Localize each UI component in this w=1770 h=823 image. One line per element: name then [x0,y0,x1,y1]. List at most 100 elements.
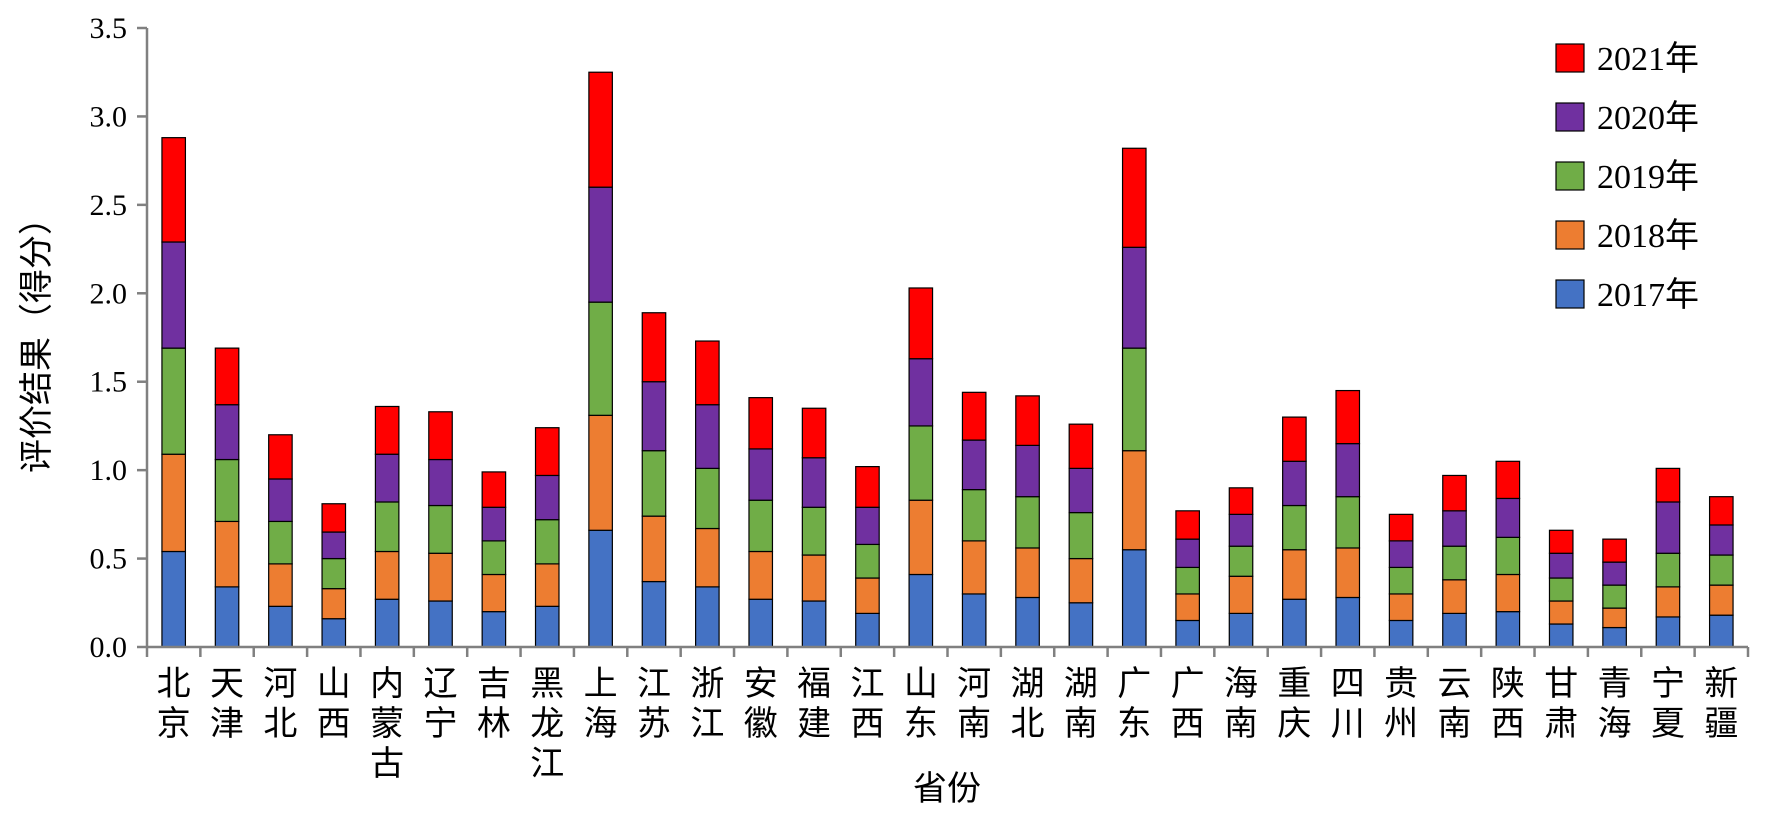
bar-segment [641,515,667,583]
bar-segment [1335,389,1361,445]
bar-segment [1442,474,1467,512]
category-label: 陕西 [1491,664,1525,744]
bar-segment [588,414,613,531]
bar-segment [588,186,613,303]
bar-segment [1708,614,1734,648]
bar-segment [1495,573,1521,613]
legend-swatch [1555,43,1585,73]
bar-segment [801,554,827,602]
category-label: 宁夏 [1651,664,1685,744]
bar-segment [268,478,293,523]
bar-segment [534,519,560,565]
bar-segment [374,501,400,553]
bar-segment [695,340,720,406]
bar-segment [855,612,880,648]
bar-segment [588,71,613,188]
bar-segment [1228,487,1254,515]
bar-segment [1388,513,1414,542]
bar-segment [374,550,400,600]
legend-swatch [1555,161,1585,191]
category-label: 湖南 [1064,664,1098,744]
category-label: 江西 [850,664,884,744]
bar-segment [1121,450,1147,551]
bar-segment [1655,501,1681,554]
y-ticks: 0.0 0.5 1.0 1.5 2.0 2.5 3.0 3.5 [90,12,147,664]
category-labels: 北京天津河北山西内蒙古辽宁吉林黑龙江上海江苏浙江安徽福建江西山东河南湖北湖南广东… [157,664,1739,784]
y-tick-label: 0.5 [90,543,128,576]
bar-segment [1708,584,1734,616]
bar-segment [214,458,240,523]
bar-segment [961,488,987,542]
y-tick-label: 3.5 [90,12,128,45]
bar-segment [908,358,934,427]
bar-segment [1175,619,1200,648]
bar-segment [588,529,613,648]
category-label: 内蒙古 [370,664,404,784]
bar-segment [1495,536,1521,576]
bar-segment [214,586,240,648]
bar-segment [374,405,400,455]
bar-segment [1548,623,1574,648]
category-label: 新疆 [1704,664,1738,744]
bar-segment [855,466,880,508]
category-label: 辽宁 [424,664,458,744]
bar-segment [268,563,293,607]
bar-segment [374,453,400,503]
category-label: 河南 [957,664,991,744]
bar-segment [481,540,507,576]
category-label: 浙江 [690,664,724,744]
bar-segment [1015,596,1040,648]
bar-segment [1335,443,1361,498]
bar-segment [268,605,293,648]
bar-segment [268,520,293,565]
bar-segment [481,573,507,613]
bar-segment [961,391,987,441]
x-axis-title: 省份 [913,769,981,809]
bar-segment [1282,416,1307,462]
bar-segment [321,557,347,590]
bar-segment [1068,423,1094,469]
category-label: 北京 [157,664,191,744]
bar-segment [1335,547,1361,599]
bar-segment [908,425,934,501]
bar-segment [1442,612,1467,648]
bar-segment [534,427,560,477]
bar-segment [1282,598,1307,648]
bar-segment [1548,529,1574,554]
bars-layer [161,71,1734,648]
bar-segment [1655,586,1681,618]
bar-segment [1175,593,1200,622]
category-label: 海南 [1224,664,1258,744]
y-axis-title: 评价结果（得分） [17,201,57,473]
bar-segment [1282,549,1307,600]
bar-segment [695,467,720,530]
bar-segment [1282,460,1307,507]
bar-segment [961,540,987,595]
bar-segment [1442,510,1467,547]
bar-segment [1388,566,1414,595]
category-label: 上海 [584,664,618,744]
category-label: 吉林 [477,664,511,744]
bar-segment [1121,347,1147,452]
bar-segment [1015,395,1040,446]
bar-segment [534,563,560,607]
bar-segment [1335,496,1361,549]
bar-segment [801,457,827,508]
bar-segment [1602,561,1627,586]
category-label: 安徽 [744,664,778,744]
bar-segment [1495,611,1521,648]
bar-segment [1015,496,1040,549]
bar-segment [748,598,774,648]
bar-segment [214,520,240,588]
bar-segment [961,439,987,491]
bar-segment [321,588,347,620]
bar-segment [1548,577,1574,602]
bar-segment [1602,584,1627,609]
legend-swatch [1555,102,1585,132]
bar-segment [695,527,720,588]
legend-swatch [1555,279,1585,309]
category-label: 河北 [263,664,297,744]
bar-segment [1495,460,1521,500]
bar-segment [1708,554,1734,586]
